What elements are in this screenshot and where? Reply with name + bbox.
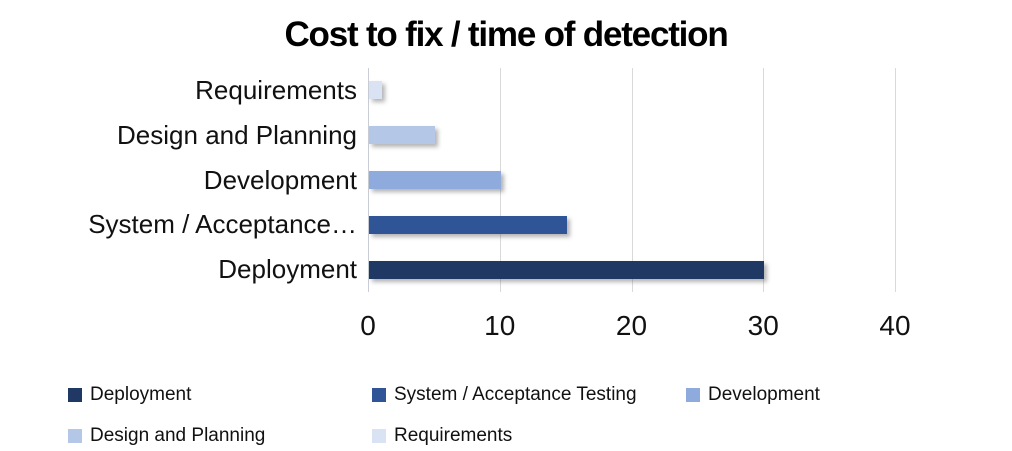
gridline-x-20 — [631, 68, 633, 292]
x-tick-label: 0 — [360, 310, 376, 341]
category-label: Requirements — [195, 75, 357, 105]
category-axis-line — [368, 68, 369, 292]
bar-development — [369, 171, 501, 189]
bar-requirements — [369, 81, 382, 100]
legend-label: Requirements — [394, 425, 513, 446]
legend-swatch-icon — [372, 429, 386, 443]
legend-item-system-acceptance-testing: System / Acceptance Testing — [372, 385, 637, 405]
legend-item-deployment: Deployment — [68, 385, 191, 405]
legend-label: Development — [708, 384, 820, 405]
bar-design-and-planning — [369, 126, 435, 145]
bar-deployment — [369, 260, 764, 279]
category-label: Deployment — [218, 254, 357, 285]
legend-label: Deployment — [90, 384, 192, 405]
legend-swatch-icon — [68, 388, 82, 402]
x-tick-label: 40 — [879, 310, 911, 341]
x-tick-label: 10 — [484, 310, 516, 341]
x-tick-label: 20 — [615, 310, 648, 341]
category-label: Design and Planning — [117, 119, 357, 150]
category-label: System / Acceptance… — [88, 209, 357, 240]
gridline-x-30 — [763, 68, 765, 292]
legend-swatch-icon — [372, 388, 386, 402]
legend-item-design-and-planning: Design and Planning — [68, 426, 265, 446]
legend-swatch-icon — [68, 429, 82, 443]
chart-title: Cost to fix / time of detection — [284, 15, 728, 54]
category-label: Development — [203, 164, 357, 195]
legend-label: Design and Planning — [90, 425, 266, 446]
legend-swatch-icon — [686, 388, 700, 402]
legend-item-development: Development — [686, 385, 820, 405]
legend-item-requirements: Requirements — [372, 426, 512, 446]
legend-label: System / Acceptance Testing — [394, 384, 637, 405]
x-tick-label: 30 — [747, 310, 779, 341]
bar-system-acceptance-testing — [369, 215, 567, 234]
gridline-x-40 — [895, 68, 896, 292]
